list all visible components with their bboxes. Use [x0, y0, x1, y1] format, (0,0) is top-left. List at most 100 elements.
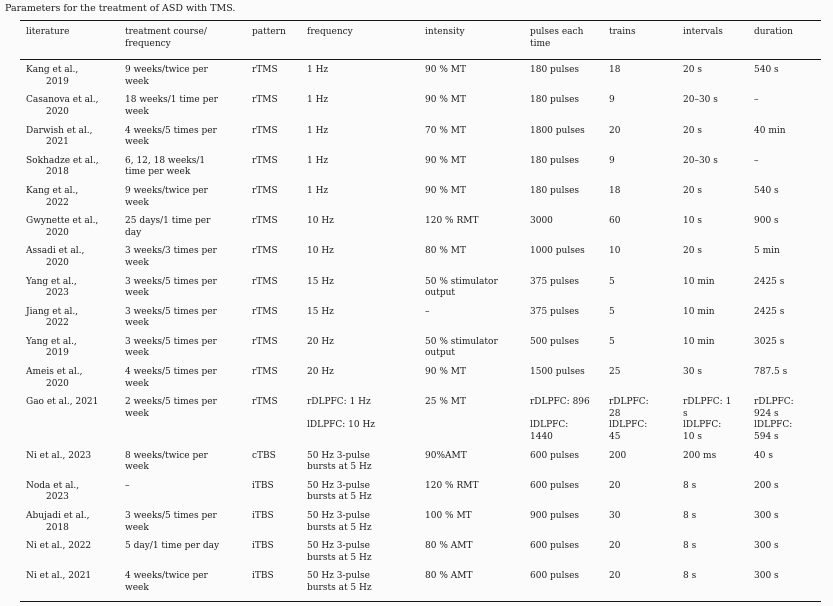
table-cell: rTMS	[252, 155, 278, 166]
table-cell: 18 weeks/1 time per week	[125, 95, 218, 117]
table-cell: Ameis et al., 2020	[26, 367, 83, 389]
table-cell: 80 % MT	[425, 246, 466, 257]
table-cell: rTMS	[252, 397, 278, 408]
table-cell: rTMS	[252, 65, 278, 76]
table-row: Gao et al., 2021 2 weeks/5 times per week…	[20, 394, 821, 447]
table-cell: 18	[609, 65, 621, 76]
table-cell: rTMS	[252, 216, 278, 227]
table-cell: 40 min	[754, 125, 786, 136]
table-cell: iTBS	[252, 480, 274, 491]
table-cell: 540 s	[754, 185, 779, 196]
table-cell: 300 s	[754, 511, 779, 521]
table-cell: 300 s	[754, 571, 779, 582]
table-cell: 8 s	[683, 571, 697, 582]
table-cell: Gao et al., 2021	[26, 397, 99, 408]
table-cell: rDLPFC: 896 lDLPFC: 1440	[530, 397, 590, 443]
table-cell: 8 s	[683, 511, 697, 521]
table-cell: 1000 pulses	[530, 246, 585, 257]
table-row: Gwynette et al., 2020 25 days/1 time per …	[20, 213, 821, 243]
table-cell: 1 Hz	[307, 155, 329, 166]
table-cell: 20–30 s	[683, 155, 718, 166]
table-cell: rDLPFC: 1 s lDLPFC: 10 s	[683, 397, 732, 443]
table-cell: 375 pulses	[530, 276, 580, 287]
table-cell: 3 weeks/5 times per week	[125, 276, 217, 299]
table-cell: 1500 pulses	[530, 367, 585, 378]
table-cell: 787.5 s	[754, 367, 788, 378]
table-cell: 600 pulses	[530, 450, 580, 461]
parameters-table: literature treatment course/ frequency pat…	[20, 20, 821, 602]
table-cell: Kang et al., 2019	[26, 65, 79, 87]
table-cell: 5 day/1 time per day	[125, 541, 220, 552]
table-cell: 20 s	[683, 185, 702, 196]
table-cell: 10 min	[683, 336, 715, 347]
table-cell: 90 % MT	[425, 95, 466, 106]
table-cell: Noda et al., 2023	[26, 480, 80, 503]
table-cell: 25	[609, 367, 621, 378]
table-cell: Yang et al., 2019	[26, 336, 77, 359]
table-cell: 10 s	[683, 216, 702, 227]
table-cell: Gwynette et al., 2020	[26, 216, 99, 238]
table-cell: 3025 s	[754, 336, 785, 347]
table-cell: iTBS	[252, 541, 274, 552]
table-cell: rDLPFC: 1 Hz lDLPFC: 10 Hz	[307, 397, 376, 431]
table-cell: 40 s	[754, 450, 773, 461]
table-cell: 10 min	[683, 276, 715, 287]
header-row: literature treatment course/ frequency pat…	[20, 20, 821, 61]
table-cell: 9 weeks/twice per week	[125, 65, 208, 87]
table-cell: 20 Hz	[307, 367, 334, 378]
table-cell: 50 Hz 3-pulse bursts at 5 Hz	[307, 480, 372, 503]
table-cell: 90%AMT	[425, 450, 467, 461]
table-cell: 20 s	[683, 125, 702, 136]
header-cell: literature	[20, 20, 125, 61]
table-cell: 25 days/1 time per day	[125, 216, 211, 238]
header-cell: treatment course/ frequency	[125, 20, 252, 61]
table-cell: Ni et al., 2021	[26, 571, 92, 582]
table-row: Sokhadze et al., 2018 6, 12, 18 weeks/1 t…	[20, 152, 821, 182]
table-row: Ni et al., 2023 8 weeks/twice per week cTB…	[20, 447, 821, 477]
table-cell: 200 ms	[683, 450, 717, 461]
table-cell: 3 weeks/5 times per week	[125, 306, 217, 329]
table-cell: 20	[609, 541, 621, 552]
table-cell: Ni et al., 2022	[26, 541, 92, 552]
table-cell: rTMS	[252, 276, 278, 287]
table-cell: 900 pulses	[530, 511, 580, 521]
table-cell: 600 pulses	[530, 480, 580, 491]
table-cell: 50 Hz 3-pulse bursts at 5 Hz	[307, 511, 372, 533]
header-cell: intervals	[683, 20, 754, 61]
table-cell: Jiang et al., 2022	[26, 306, 79, 329]
table-cell: 8 weeks/twice per week	[125, 450, 208, 473]
table-cell: 70 % MT	[425, 125, 466, 136]
table-cell: 50 % stimulator output	[425, 276, 498, 299]
table-row: Darwish et al., 2021 4 weeks/5 times per …	[20, 122, 821, 152]
table-cell: 120 % RMT	[425, 216, 479, 227]
table-cell: 2425 s	[754, 306, 785, 317]
table-cell: 50 Hz 3-pulse bursts at 5 Hz	[307, 571, 372, 593]
table-cell: 180 pulses	[530, 155, 580, 166]
table-cell: 6, 12, 18 weeks/1 time per week	[125, 155, 206, 178]
table-cell: –	[754, 155, 759, 166]
table-cell: 200 s	[754, 480, 779, 491]
table-cell: Sokhadze et al., 2018	[26, 155, 99, 178]
table-cell: 3 weeks/3 times per week	[125, 246, 217, 268]
table-cell: –	[425, 306, 430, 317]
table-cell: Assadi et al., 2020	[26, 246, 85, 268]
table-cell: rDLPFC: 924 s lDLPFC: 594 s	[754, 397, 794, 443]
table-row: Yang et al., 2023 3 weeks/5 times per wee…	[20, 273, 821, 303]
table-cell: 180 pulses	[530, 95, 580, 106]
table-cell: 900 s	[754, 216, 779, 227]
table-cell: 1800 pulses	[530, 125, 585, 136]
table-cell: 600 pulses	[530, 541, 580, 552]
table-row: Casanova et al., 2020 18 weeks/1 time per…	[20, 92, 821, 122]
table-cell: rTMS	[252, 246, 278, 257]
table-cell: iTBS	[252, 511, 274, 521]
table-cell: 5	[609, 336, 615, 347]
table-cell: 180 pulses	[530, 185, 580, 196]
header-cell: pattern	[252, 20, 307, 61]
table-cell: 50 Hz 3-pulse bursts at 5 Hz	[307, 541, 372, 563]
table-body: Kang et al., 2019 9 weeks/twice per week r…	[20, 60, 821, 601]
table-cell: 60	[609, 216, 621, 227]
table-cell: 9 weeks/twice per week	[125, 185, 208, 208]
table-cell: 120 % RMT	[425, 480, 479, 491]
table-cell: 5	[609, 306, 615, 317]
table-cell: 3 weeks/5 times per week	[125, 336, 217, 359]
